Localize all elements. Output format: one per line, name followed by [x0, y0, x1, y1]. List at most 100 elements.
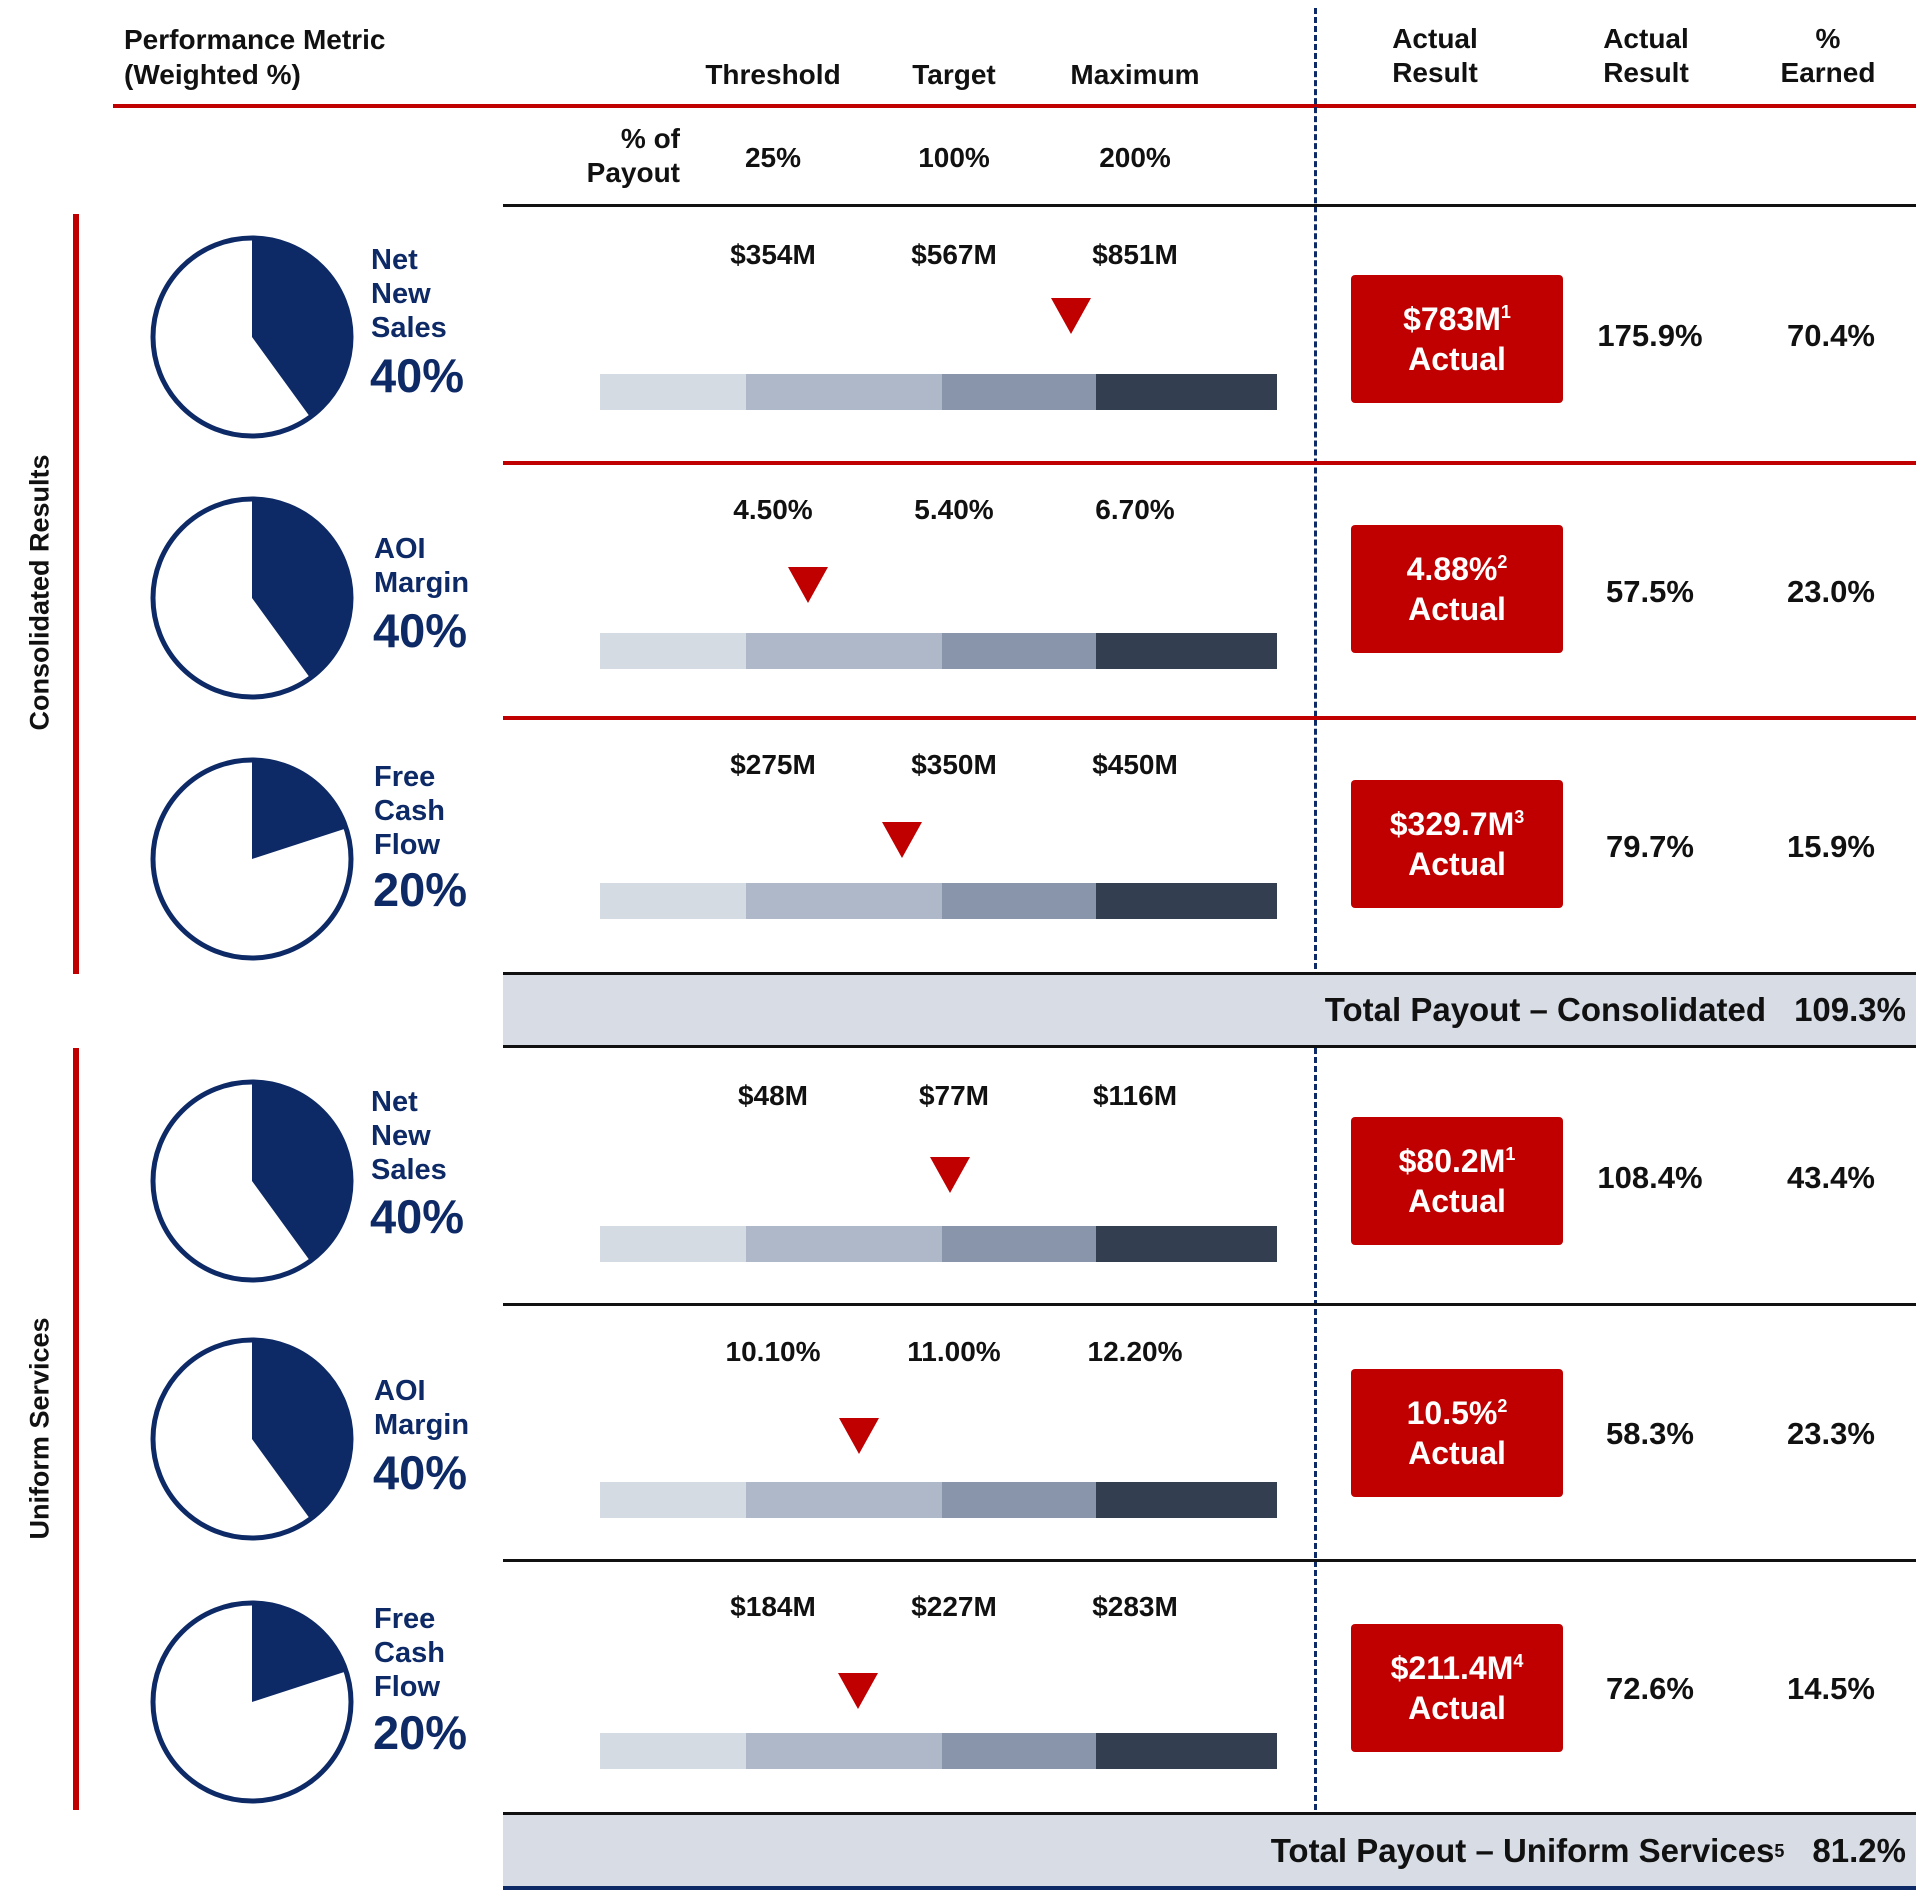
- actual-result-box: $329.7M3 Actual: [1351, 780, 1563, 908]
- weight-pie-chart: [150, 757, 354, 961]
- maximum-value: $450M: [1092, 749, 1178, 780]
- percent-earned: 14.5%: [1787, 1671, 1875, 1706]
- metric-name: AOI Margin: [374, 1375, 470, 1441]
- total-payout-uniform-services: Total Payout – Uniform Services 5 81.2%: [503, 1812, 1916, 1890]
- actual-result-box: 4.88%2 Actual: [1351, 525, 1563, 653]
- actual-marker-icon: [930, 1157, 970, 1193]
- bar-segment-above-maximum: [1096, 633, 1277, 669]
- maximum-value: 6.70%: [1095, 494, 1175, 525]
- target-value: $350M: [911, 749, 997, 780]
- bar-segment-below-threshold: [600, 1226, 746, 1262]
- payout-label-line1: % of: [620, 123, 680, 154]
- divider-red-1: [503, 461, 1916, 465]
- actual-marker-icon: [1051, 298, 1091, 334]
- actual-value-line: 4.88%2: [1351, 549, 1563, 589]
- header-earned-line1: %: [1815, 23, 1841, 54]
- total-payout-label: Total Payout – Consolidated: [1324, 991, 1767, 1028]
- actual-value-line: 10.5%2: [1351, 1393, 1563, 1433]
- threshold-value: $184M: [730, 1591, 816, 1622]
- bar-segment-below-threshold: [600, 374, 746, 410]
- performance-metric-header: Performance Metric (Weighted %): [124, 22, 385, 92]
- actual-value: $211.4M: [1390, 1650, 1514, 1686]
- metric-name: Net New Sales: [371, 244, 447, 344]
- bar-segment-above-maximum: [1096, 374, 1277, 410]
- metric-name: AOI Margin: [374, 533, 470, 599]
- bar-segment-target-maximum: [942, 1733, 1096, 1769]
- payout-scale-bar: [600, 633, 1277, 669]
- dashed-separator-top: [1314, 8, 1317, 978]
- payout-threshold: 25%: [744, 142, 802, 173]
- metric-weight: 20%: [373, 1706, 468, 1759]
- metric-weight: 40%: [373, 1446, 468, 1499]
- threshold-value: $48M: [737, 1080, 809, 1111]
- bar-segment-above-maximum: [1096, 1733, 1277, 1769]
- payout-scale-bar: [600, 1733, 1277, 1769]
- total-payout-value: 109.3%: [1794, 991, 1906, 1028]
- bar-segment-threshold-target: [746, 1226, 942, 1262]
- header-metric-line1: Performance Metric: [124, 24, 386, 55]
- payout-scale-bar: [600, 374, 1277, 410]
- threshold-value: 10.10%: [725, 1336, 821, 1367]
- bar-segment-target-maximum: [942, 633, 1096, 669]
- actual-value: 10.5%: [1406, 1395, 1498, 1431]
- footnote-marker: 3: [1514, 807, 1525, 827]
- payout-scale-bar: [600, 883, 1277, 919]
- actual-result-percent: 79.7%: [1606, 829, 1694, 864]
- bar-segment-threshold-target: [746, 374, 942, 410]
- bar-segment-threshold-target: [746, 1733, 942, 1769]
- actual-word: Actual: [1408, 591, 1506, 627]
- bar-segment-target-maximum: [942, 883, 1096, 919]
- actual-marker-icon: [882, 822, 922, 858]
- weight-pie-chart: [150, 1600, 354, 1804]
- metric-name: Free Cash Flow: [374, 1603, 445, 1703]
- footnote-marker: 2: [1497, 1396, 1508, 1416]
- header-actual-result-1-line1: Actual: [1392, 23, 1478, 54]
- total-payout-label: Total Payout – Uniform Services: [1270, 1831, 1775, 1869]
- actual-result-percent: 175.9%: [1597, 318, 1703, 353]
- actual-value: $783M: [1403, 301, 1501, 337]
- actual-result-percent: 58.3%: [1606, 1416, 1694, 1451]
- actual-word: Actual: [1408, 1690, 1506, 1726]
- actual-result-box: 10.5%2 Actual: [1351, 1369, 1563, 1497]
- pie-weight-slice: [252, 238, 351, 418]
- percent-earned: 70.4%: [1787, 318, 1875, 353]
- bar-segment-target-maximum: [942, 1226, 1096, 1262]
- header-earned-line2: Earned: [1780, 57, 1876, 88]
- metric-weight: 20%: [373, 863, 468, 916]
- bar-segment-below-threshold: [600, 1733, 746, 1769]
- payout-target: 100%: [918, 142, 990, 173]
- section-label-uniform: Uniform Services: [24, 1317, 55, 1540]
- maximum-value: $283M: [1092, 1591, 1178, 1622]
- payout-label: % of Payout: [540, 122, 680, 190]
- section-rule-uniform: [73, 1048, 79, 1810]
- payout-label-line2: Payout: [586, 157, 680, 188]
- payout-scale-bar: [600, 1482, 1277, 1518]
- threshold-value: 4.50%: [733, 494, 813, 525]
- total-payout-text: Total Payout – Uniform Services 5 81.2%: [1270, 1831, 1906, 1869]
- weight-pie-chart: [150, 235, 354, 439]
- dashed-separator-bottom: [1314, 1048, 1317, 1810]
- bar-segment-threshold-target: [746, 1482, 942, 1518]
- bar-segment-below-threshold: [600, 1482, 746, 1518]
- pie-weight-slice: [252, 760, 347, 859]
- actual-result-box: $783M1 Actual: [1351, 275, 1563, 403]
- percent-earned: 15.9%: [1787, 829, 1875, 864]
- actual-word: Actual: [1408, 341, 1506, 377]
- actual-result-percent: 72.6%: [1606, 1671, 1694, 1706]
- actual-marker-icon: [788, 567, 828, 603]
- footnote-marker: 4: [1513, 1651, 1524, 1671]
- bar-segment-below-threshold: [600, 633, 746, 669]
- bar-segment-threshold-target: [746, 633, 942, 669]
- divider-lower: [503, 1559, 1916, 1562]
- actual-result-percent: 57.5%: [1606, 574, 1694, 609]
- maximum-value: $851M: [1092, 239, 1178, 270]
- section-rule-consolidated: [73, 214, 79, 974]
- weight-pie-chart: [150, 496, 354, 700]
- actual-marker-icon: [838, 1673, 878, 1709]
- actual-word: Actual: [1408, 1183, 1506, 1219]
- actual-word: Actual: [1408, 1435, 1506, 1471]
- target-value: 11.00%: [907, 1336, 1001, 1367]
- actual-value-line: $329.7M3: [1351, 804, 1563, 844]
- total-payout-value: 81.2%: [1812, 1831, 1906, 1869]
- actual-value: 4.88%: [1406, 551, 1498, 587]
